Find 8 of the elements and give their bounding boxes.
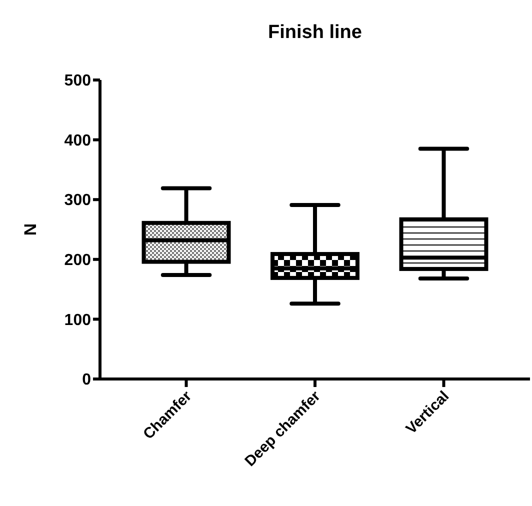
y-tick-label: 300 — [64, 192, 92, 210]
y-tick-label: 400 — [64, 132, 92, 150]
y-axis-title: N — [21, 223, 40, 236]
y-tick-label: 100 — [64, 312, 92, 329]
y-tick-label: 500 — [64, 72, 92, 90]
chart-title: Finish line — [268, 22, 362, 43]
y-tick-label: 200 — [64, 252, 92, 269]
y-tick-label: 0 — [82, 372, 92, 389]
